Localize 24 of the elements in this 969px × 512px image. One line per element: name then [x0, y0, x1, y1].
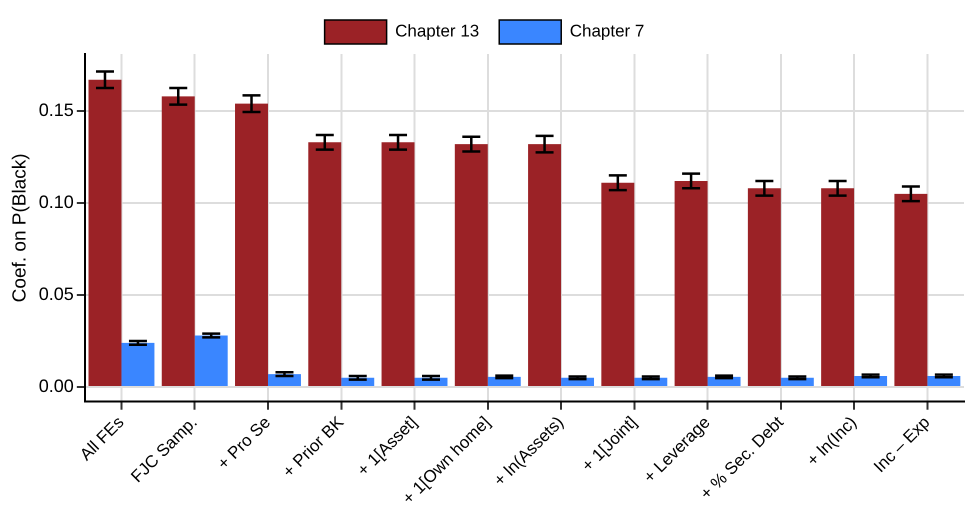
x-tick-label: Inc – Exp [870, 412, 934, 476]
y-tick-label: 0.15 [38, 100, 74, 120]
bar [194, 335, 228, 386]
bar [162, 96, 195, 386]
x-tick-label: + Pro Se [214, 412, 274, 474]
x-tick-label: All FEs [76, 412, 128, 464]
bar [454, 144, 488, 386]
y-tick-label: 0.00 [38, 376, 74, 396]
legend-label: Chapter 7 [570, 22, 644, 41]
bar [235, 104, 268, 386]
bar [88, 80, 122, 386]
bar [894, 194, 928, 386]
bar [821, 188, 854, 386]
y-tick-label: 0.05 [38, 284, 74, 304]
bar [674, 180, 708, 386]
bar [528, 144, 562, 386]
bar [748, 188, 781, 386]
y-axis-title: Coef. on P(Black) [10, 153, 31, 302]
legend-label: Chapter 13 [395, 22, 480, 41]
y-tick-label: 0.10 [38, 192, 74, 212]
bar [382, 142, 415, 386]
bar [121, 342, 154, 386]
bar [308, 142, 342, 386]
bar [601, 182, 634, 386]
